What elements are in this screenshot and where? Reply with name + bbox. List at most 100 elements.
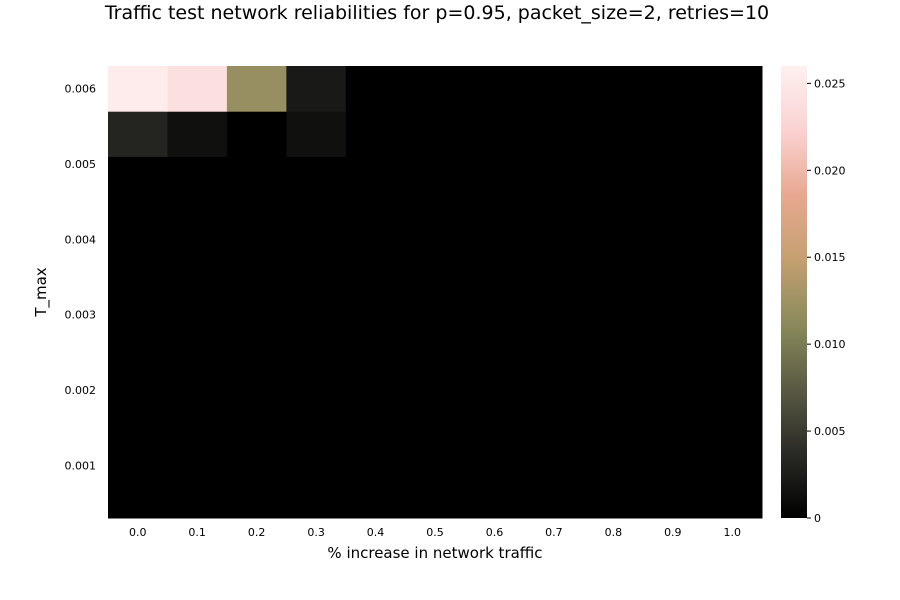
heatmap-cell xyxy=(405,246,466,293)
x-tick-label: 1.0 xyxy=(724,526,742,539)
heatmap-cell xyxy=(108,292,168,338)
x-tick-label: 0.2 xyxy=(248,526,266,539)
heatmap-cell xyxy=(108,66,168,112)
heatmap-cell xyxy=(643,156,704,203)
heatmap-cell xyxy=(108,246,168,293)
heatmap-cell xyxy=(286,292,347,338)
x-axis-ticks: 0.0 0.1 0.2 0.3 0.4 0.5 0.6 0.7 0.8 0.9 1.0 xyxy=(129,526,741,539)
heatmap-cell xyxy=(643,337,704,383)
heatmap-cell xyxy=(524,246,585,293)
heatmap-cell xyxy=(286,427,347,474)
heatmap-cell xyxy=(167,472,228,519)
colorbar-tick-label: 0.015 xyxy=(814,251,846,264)
x-tick-label: 0.0 xyxy=(129,526,147,539)
heatmap-cell xyxy=(464,156,525,203)
heatmap-cell xyxy=(167,337,228,383)
heatmap-cell xyxy=(405,337,466,383)
heatmap-cell xyxy=(108,201,168,248)
x-tick-label: 0.1 xyxy=(188,526,206,539)
y-axis-ticks: 0.001 0.002 0.003 0.004 0.005 0.006 xyxy=(65,83,97,473)
heatmap-cell xyxy=(583,66,644,112)
heatmap-cell xyxy=(524,156,585,203)
heatmap-cell xyxy=(226,156,287,203)
heatmap-cell xyxy=(405,382,466,429)
heatmap-cell xyxy=(643,111,704,157)
heatmap-cell xyxy=(702,246,763,293)
x-tick-label: 0.6 xyxy=(486,526,504,539)
heatmap-cell xyxy=(286,382,347,429)
heatmap-cell xyxy=(643,472,704,519)
heatmap-cell xyxy=(226,246,287,293)
x-tick-label: 0.4 xyxy=(367,526,385,539)
heatmap-cell xyxy=(464,382,525,429)
heatmap-cell xyxy=(226,472,287,519)
heatmap-cell xyxy=(167,382,228,429)
heatmap-cell xyxy=(583,337,644,383)
heatmap-cell xyxy=(524,382,585,429)
heatmap-cell xyxy=(464,427,525,474)
heatmap-cell xyxy=(108,472,168,519)
heatmap-cell xyxy=(464,111,525,157)
colorbar-ticks: 0 0.005 0.010 0.015 0.020 0.025 xyxy=(807,77,846,525)
heatmap-cell xyxy=(345,427,406,474)
y-axis-label: T_max xyxy=(32,267,51,317)
heatmap-cell xyxy=(286,472,347,519)
colorbar-tick-label: 0.025 xyxy=(814,77,846,90)
x-tick-label: 0.8 xyxy=(605,526,623,539)
heatmap-cell xyxy=(226,111,287,157)
heatmap-cell xyxy=(226,201,287,248)
heatmap-cell xyxy=(226,382,287,429)
heatmap-cell xyxy=(524,292,585,338)
heatmap-cell xyxy=(345,382,406,429)
heatmap-cell xyxy=(108,111,168,157)
heatmap-cell xyxy=(583,156,644,203)
heatmap-cell xyxy=(702,427,763,474)
heatmap-cell xyxy=(167,201,228,248)
heatmap-cell xyxy=(345,246,406,293)
heatmap-cell xyxy=(464,292,525,338)
heatmap-cell xyxy=(702,201,763,248)
heatmap-cell xyxy=(167,246,228,293)
colorbar-tick-label: 0.020 xyxy=(814,164,846,177)
heatmap-cell xyxy=(583,427,644,474)
heatmap-cell xyxy=(464,246,525,293)
heatmap-cell xyxy=(345,337,406,383)
heatmap-cell xyxy=(345,292,406,338)
colorbar-tick-label: 0.005 xyxy=(814,425,846,438)
heatmap-cell xyxy=(464,201,525,248)
heatmap-cell xyxy=(702,66,763,112)
heatmap-cell xyxy=(405,111,466,157)
x-axis-label: % increase in network traffic xyxy=(327,544,542,562)
heatmap-cell xyxy=(226,337,287,383)
heatmap-cell xyxy=(702,382,763,429)
y-tick-label: 0.001 xyxy=(65,459,97,472)
heatmap-cell xyxy=(405,156,466,203)
heatmap-cells xyxy=(108,66,763,519)
heatmap-cell xyxy=(167,292,228,338)
y-tick-label: 0.006 xyxy=(65,83,97,96)
heatmap-cell xyxy=(524,472,585,519)
heatmap-cell xyxy=(583,111,644,157)
heatmap-cell xyxy=(226,427,287,474)
heatmap-cell xyxy=(583,292,644,338)
heatmap-cell xyxy=(524,427,585,474)
heatmap-cell xyxy=(108,156,168,203)
heatmap-cell xyxy=(345,201,406,248)
heatmap-cell xyxy=(464,472,525,519)
heatmap-cell xyxy=(524,201,585,248)
heatmap-cell xyxy=(405,427,466,474)
heatmap-cell xyxy=(464,66,525,112)
heatmap-cell xyxy=(345,472,406,519)
heatmap-cell xyxy=(226,292,287,338)
heatmap-cell xyxy=(286,246,347,293)
heatmap-cell xyxy=(108,382,168,429)
heatmap-cell xyxy=(405,201,466,248)
heatmap-cell xyxy=(286,156,347,203)
heatmap-cell xyxy=(405,472,466,519)
heatmap-cell xyxy=(345,66,406,112)
heatmap-cell xyxy=(643,292,704,338)
heatmap-cell xyxy=(405,66,466,112)
heatmap-cell xyxy=(405,292,466,338)
heatmap-cell xyxy=(643,427,704,474)
